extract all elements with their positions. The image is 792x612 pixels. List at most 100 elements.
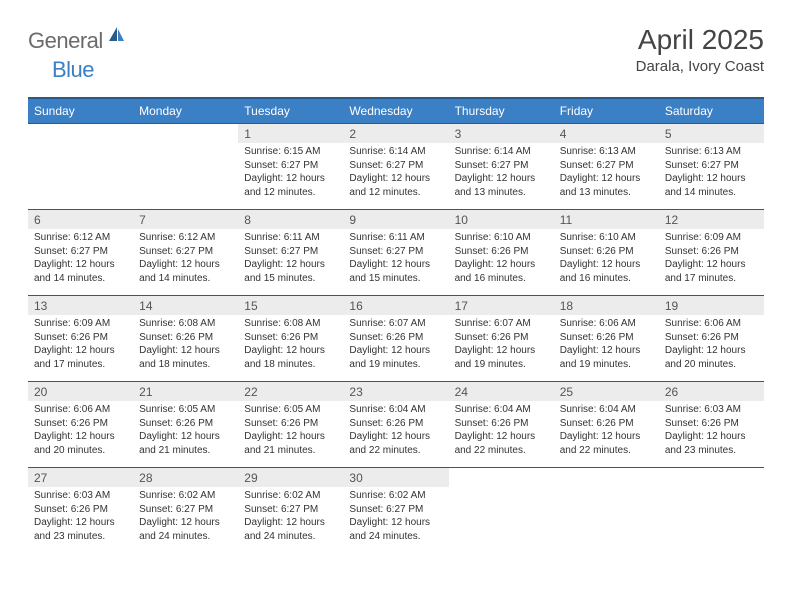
day-number-cell: 14 bbox=[133, 296, 238, 316]
day-number-row: 6789101112 bbox=[28, 210, 764, 230]
daylight-text: Daylight: 12 hours bbox=[455, 258, 548, 272]
daylight-text: Daylight: 12 hours bbox=[139, 344, 232, 358]
sunset-text: Sunset: 6:26 PM bbox=[665, 245, 758, 259]
sunrise-text: Sunrise: 6:09 AM bbox=[34, 317, 127, 331]
sunrise-text: Sunrise: 6:04 AM bbox=[560, 403, 653, 417]
weekday-header: Saturday bbox=[659, 98, 764, 124]
daylight-text: Daylight: 12 hours bbox=[455, 430, 548, 444]
day-number-cell: 9 bbox=[343, 210, 448, 230]
daylight-text: Daylight: 12 hours bbox=[665, 172, 758, 186]
day-number: 10 bbox=[455, 213, 468, 227]
day-number-cell bbox=[133, 124, 238, 144]
day-number: 25 bbox=[560, 385, 573, 399]
day-number-cell bbox=[659, 468, 764, 488]
logo-text-blue: Blue bbox=[52, 57, 94, 83]
day-content-cell: Sunrise: 6:11 AMSunset: 6:27 PMDaylight:… bbox=[238, 229, 343, 296]
day-number: 15 bbox=[244, 299, 257, 313]
day-number: 24 bbox=[455, 385, 468, 399]
sail-icon bbox=[107, 25, 127, 48]
day-number-cell: 20 bbox=[28, 382, 133, 402]
sunrise-text: Sunrise: 6:06 AM bbox=[665, 317, 758, 331]
day-content-cell: Sunrise: 6:02 AMSunset: 6:27 PMDaylight:… bbox=[343, 487, 448, 553]
day-number: 30 bbox=[349, 471, 362, 485]
day-content-cell: Sunrise: 6:03 AMSunset: 6:26 PMDaylight:… bbox=[28, 487, 133, 553]
sunrise-text: Sunrise: 6:12 AM bbox=[34, 231, 127, 245]
day-number-cell: 22 bbox=[238, 382, 343, 402]
day-number: 14 bbox=[139, 299, 152, 313]
location-label: Darala, Ivory Coast bbox=[636, 58, 764, 75]
daylight-text: and 15 minutes. bbox=[349, 272, 442, 286]
day-number-cell: 17 bbox=[449, 296, 554, 316]
day-number: 27 bbox=[34, 471, 47, 485]
day-number-cell bbox=[449, 468, 554, 488]
weekday-header: Tuesday bbox=[238, 98, 343, 124]
day-number-cell bbox=[554, 468, 659, 488]
daylight-text: and 12 minutes. bbox=[349, 186, 442, 200]
sunrise-text: Sunrise: 6:14 AM bbox=[349, 145, 442, 159]
sunrise-text: Sunrise: 6:04 AM bbox=[455, 403, 548, 417]
title-block: April 2025 Darala, Ivory Coast bbox=[636, 24, 764, 75]
calendar-table: Sunday Monday Tuesday Wednesday Thursday… bbox=[28, 97, 764, 553]
daylight-text: and 16 minutes. bbox=[455, 272, 548, 286]
day-number: 12 bbox=[665, 213, 678, 227]
sunrise-text: Sunrise: 6:11 AM bbox=[349, 231, 442, 245]
day-content-cell: Sunrise: 6:08 AMSunset: 6:26 PMDaylight:… bbox=[238, 315, 343, 382]
day-content-cell bbox=[449, 487, 554, 553]
day-number-cell: 25 bbox=[554, 382, 659, 402]
sunrise-text: Sunrise: 6:15 AM bbox=[244, 145, 337, 159]
day-number: 19 bbox=[665, 299, 678, 313]
sunset-text: Sunset: 6:27 PM bbox=[349, 503, 442, 517]
sunset-text: Sunset: 6:27 PM bbox=[560, 159, 653, 173]
day-content-cell: Sunrise: 6:07 AMSunset: 6:26 PMDaylight:… bbox=[343, 315, 448, 382]
day-number-cell: 3 bbox=[449, 124, 554, 144]
sunset-text: Sunset: 6:26 PM bbox=[349, 331, 442, 345]
sunset-text: Sunset: 6:26 PM bbox=[34, 503, 127, 517]
day-number-cell: 6 bbox=[28, 210, 133, 230]
day-number: 9 bbox=[349, 213, 356, 227]
sunset-text: Sunset: 6:27 PM bbox=[665, 159, 758, 173]
daylight-text: and 24 minutes. bbox=[349, 530, 442, 544]
day-content-row: Sunrise: 6:12 AMSunset: 6:27 PMDaylight:… bbox=[28, 229, 764, 296]
sunset-text: Sunset: 6:26 PM bbox=[560, 417, 653, 431]
sunrise-text: Sunrise: 6:05 AM bbox=[244, 403, 337, 417]
daylight-text: Daylight: 12 hours bbox=[244, 172, 337, 186]
daylight-text: Daylight: 12 hours bbox=[560, 344, 653, 358]
day-number-cell: 18 bbox=[554, 296, 659, 316]
day-content-cell: Sunrise: 6:09 AMSunset: 6:26 PMDaylight:… bbox=[28, 315, 133, 382]
sunset-text: Sunset: 6:26 PM bbox=[34, 331, 127, 345]
day-number-cell: 19 bbox=[659, 296, 764, 316]
daylight-text: Daylight: 12 hours bbox=[349, 344, 442, 358]
day-number-cell bbox=[28, 124, 133, 144]
daylight-text: Daylight: 12 hours bbox=[665, 430, 758, 444]
sunrise-text: Sunrise: 6:03 AM bbox=[665, 403, 758, 417]
day-content-cell: Sunrise: 6:03 AMSunset: 6:26 PMDaylight:… bbox=[659, 401, 764, 468]
day-number-cell: 12 bbox=[659, 210, 764, 230]
day-content-row: Sunrise: 6:03 AMSunset: 6:26 PMDaylight:… bbox=[28, 487, 764, 553]
daylight-text: and 14 minutes. bbox=[139, 272, 232, 286]
sunrise-text: Sunrise: 6:11 AM bbox=[244, 231, 337, 245]
day-content-cell: Sunrise: 6:04 AMSunset: 6:26 PMDaylight:… bbox=[554, 401, 659, 468]
daylight-text: and 21 minutes. bbox=[139, 444, 232, 458]
sunrise-text: Sunrise: 6:05 AM bbox=[139, 403, 232, 417]
daylight-text: Daylight: 12 hours bbox=[349, 516, 442, 530]
sunset-text: Sunset: 6:26 PM bbox=[455, 245, 548, 259]
day-content-cell: Sunrise: 6:06 AMSunset: 6:26 PMDaylight:… bbox=[659, 315, 764, 382]
day-content-cell: Sunrise: 6:13 AMSunset: 6:27 PMDaylight:… bbox=[659, 143, 764, 210]
sunset-text: Sunset: 6:26 PM bbox=[560, 245, 653, 259]
sunrise-text: Sunrise: 6:02 AM bbox=[139, 489, 232, 503]
daylight-text: and 13 minutes. bbox=[560, 186, 653, 200]
day-number: 2 bbox=[349, 127, 356, 141]
day-number: 23 bbox=[349, 385, 362, 399]
sunrise-text: Sunrise: 6:08 AM bbox=[139, 317, 232, 331]
daylight-text: and 23 minutes. bbox=[665, 444, 758, 458]
day-content-cell: Sunrise: 6:02 AMSunset: 6:27 PMDaylight:… bbox=[133, 487, 238, 553]
day-number: 29 bbox=[244, 471, 257, 485]
sunrise-text: Sunrise: 6:12 AM bbox=[139, 231, 232, 245]
day-content-cell: Sunrise: 6:15 AMSunset: 6:27 PMDaylight:… bbox=[238, 143, 343, 210]
weekday-header: Wednesday bbox=[343, 98, 448, 124]
day-content-row: Sunrise: 6:15 AMSunset: 6:27 PMDaylight:… bbox=[28, 143, 764, 210]
daylight-text: Daylight: 12 hours bbox=[560, 430, 653, 444]
sunset-text: Sunset: 6:27 PM bbox=[139, 503, 232, 517]
sunset-text: Sunset: 6:26 PM bbox=[349, 417, 442, 431]
daylight-text: and 14 minutes. bbox=[665, 186, 758, 200]
